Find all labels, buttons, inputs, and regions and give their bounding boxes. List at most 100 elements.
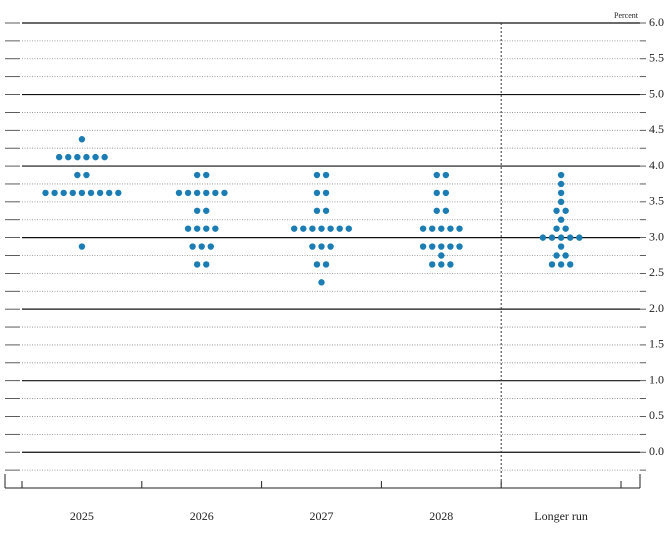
y-tick-label: 5.0 bbox=[649, 86, 664, 100]
y-unit-label: Percent bbox=[614, 11, 639, 20]
dot bbox=[318, 225, 325, 232]
dot bbox=[313, 207, 321, 214]
dot bbox=[557, 261, 565, 268]
dot bbox=[203, 189, 210, 197]
dot bbox=[313, 171, 321, 179]
x-tick-label: 2028 bbox=[429, 509, 453, 523]
dot bbox=[193, 225, 201, 232]
dot bbox=[419, 225, 427, 232]
dot bbox=[212, 225, 219, 232]
dot bbox=[322, 207, 330, 214]
dot bbox=[576, 234, 583, 241]
dot bbox=[55, 153, 63, 161]
y-tick-label: 2.0 bbox=[649, 301, 664, 315]
dot bbox=[553, 225, 560, 232]
dot bbox=[193, 207, 201, 214]
dot bbox=[433, 207, 440, 214]
dot bbox=[42, 189, 49, 197]
dot bbox=[567, 234, 574, 241]
y-tick-label: 0.5 bbox=[649, 408, 664, 422]
dot bbox=[203, 261, 210, 268]
dot bbox=[106, 189, 113, 197]
y-tick-label: 2.5 bbox=[649, 265, 664, 279]
dot bbox=[345, 225, 352, 232]
dot bbox=[447, 225, 454, 232]
dot bbox=[313, 189, 321, 197]
dot bbox=[539, 234, 547, 241]
dot bbox=[184, 189, 192, 197]
dot bbox=[553, 252, 560, 259]
dot bbox=[198, 243, 205, 250]
dot bbox=[557, 180, 565, 188]
dot bbox=[74, 153, 81, 161]
dot bbox=[567, 261, 574, 268]
dot bbox=[322, 261, 330, 268]
dot bbox=[419, 243, 427, 250]
y-tick-label: 3.0 bbox=[649, 229, 664, 243]
dot bbox=[193, 189, 201, 197]
x-tick-label: Longer run bbox=[534, 509, 588, 523]
dot bbox=[115, 189, 122, 197]
dot bbox=[438, 225, 445, 232]
dot bbox=[429, 225, 436, 232]
dot bbox=[438, 261, 445, 268]
dot bbox=[447, 243, 454, 250]
dot bbox=[207, 243, 214, 250]
y-tick-label: 1.0 bbox=[649, 372, 664, 386]
dot bbox=[83, 171, 90, 179]
dot bbox=[562, 207, 569, 214]
dot bbox=[65, 153, 72, 161]
y-tick-label: 6.0 bbox=[649, 15, 664, 29]
dot bbox=[309, 243, 316, 250]
dot bbox=[336, 225, 343, 232]
y-tick-label: 4.0 bbox=[649, 158, 664, 172]
dot bbox=[442, 189, 450, 197]
dot bbox=[87, 189, 95, 197]
dot bbox=[74, 171, 81, 179]
dot bbox=[557, 243, 565, 250]
dot bbox=[318, 279, 325, 286]
dot bbox=[433, 171, 440, 179]
dot bbox=[322, 171, 330, 179]
y-tick-label: 0.0 bbox=[649, 444, 664, 458]
dot bbox=[193, 261, 201, 268]
dot bbox=[309, 225, 316, 232]
dot bbox=[562, 252, 569, 259]
dot bbox=[327, 225, 334, 232]
dot bbox=[433, 189, 440, 197]
y-tick-label: 1.5 bbox=[649, 337, 664, 351]
dot bbox=[438, 243, 445, 250]
dot bbox=[203, 171, 210, 179]
dot bbox=[83, 153, 90, 161]
y-tick-label: 4.5 bbox=[649, 122, 664, 136]
dot bbox=[300, 225, 307, 232]
dot bbox=[51, 189, 58, 197]
dot bbox=[557, 189, 565, 197]
dot bbox=[557, 234, 565, 241]
dot bbox=[78, 136, 86, 143]
dot bbox=[553, 207, 560, 214]
dot bbox=[548, 261, 556, 268]
dot bbox=[175, 189, 183, 197]
x-tick-label: 2026 bbox=[190, 509, 214, 523]
dot bbox=[557, 198, 565, 206]
dot bbox=[429, 243, 436, 250]
dot bbox=[203, 207, 210, 214]
dot bbox=[456, 225, 463, 232]
dot bbox=[456, 243, 463, 250]
y-tick-label: 3.5 bbox=[649, 194, 664, 208]
dot bbox=[60, 189, 67, 197]
dot bbox=[92, 153, 99, 161]
dot bbox=[78, 243, 86, 250]
dot bbox=[548, 234, 556, 241]
dot bbox=[203, 225, 210, 232]
dot bbox=[313, 261, 321, 268]
dot bbox=[101, 153, 108, 161]
dot bbox=[96, 189, 104, 197]
dot bbox=[447, 261, 454, 268]
dot bbox=[429, 261, 436, 268]
dot bbox=[327, 243, 334, 250]
dot bbox=[322, 189, 330, 197]
dot bbox=[291, 225, 298, 232]
dot bbox=[438, 252, 445, 259]
